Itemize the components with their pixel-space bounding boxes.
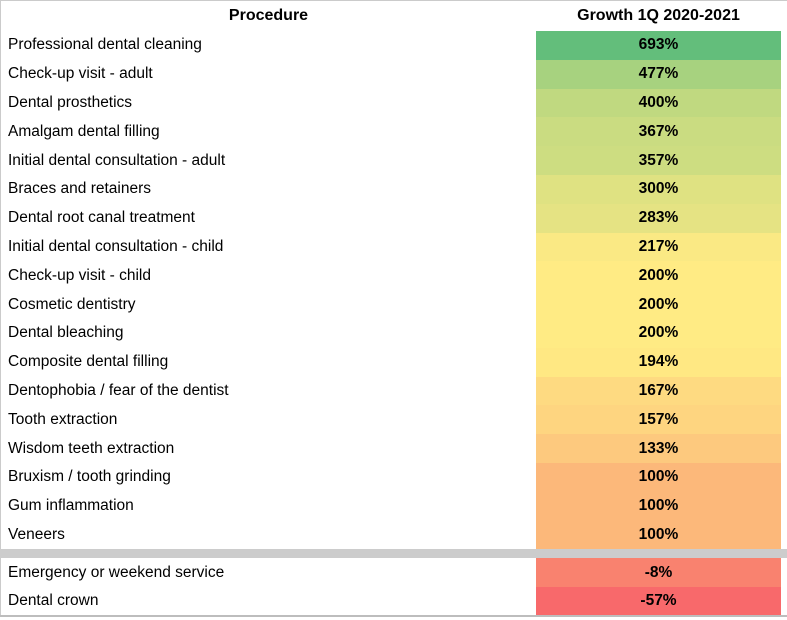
procedure-cell: Dentophobia / fear of the dentist <box>8 381 229 399</box>
bottom-border <box>0 615 787 618</box>
growth-cell: 400% <box>536 88 781 118</box>
table-row: Amalgam dental filling 367% <box>1 117 787 147</box>
table-row: Braces and retainers 300% <box>1 174 787 204</box>
procedure-cell: Amalgam dental filling <box>8 122 160 140</box>
procedure-cell: Check-up visit - adult <box>8 65 153 83</box>
procedure-cell: Cosmetic dentistry <box>8 295 136 313</box>
growth-cell: 200% <box>536 290 781 319</box>
procedure-cell: Wisdom teeth extraction <box>8 439 175 457</box>
table-row: Initial dental consultation - adult 357% <box>1 146 787 175</box>
group-separator <box>0 549 787 559</box>
growth-cell: 357% <box>536 146 781 175</box>
row-right-gap <box>781 31 787 60</box>
procedure-cell: Initial dental consultation - child <box>8 237 224 255</box>
growth-cell: 300% <box>536 174 781 204</box>
row-right-gap <box>781 405 787 434</box>
row-right-gap <box>781 60 787 89</box>
table-row: Initial dental consultation - child 217% <box>1 232 787 262</box>
row-right-gap <box>781 146 787 175</box>
table-row: Dentophobia / fear of the dentist 167% <box>1 376 787 406</box>
table-row: Bruxism / tooth grinding 100% <box>1 462 787 492</box>
table-header-row: Procedure Growth 1Q 2020-2021 <box>1 1 787 31</box>
growth-cell: 133% <box>536 434 781 463</box>
row-right-gap <box>781 348 787 377</box>
row-right-gap <box>781 521 787 550</box>
table-row: Cosmetic dentistry 200% <box>1 290 787 319</box>
growth-cell: 200% <box>536 318 781 348</box>
table-row: Composite dental filling 194% <box>1 347 787 377</box>
growth-cell: 100% <box>536 491 781 521</box>
growth-cell: 283% <box>536 203 781 233</box>
table-row: Veneers 100% <box>1 520 787 550</box>
procedure-cell: Veneers <box>8 525 65 543</box>
procedure-cell: Initial dental consultation - adult <box>8 151 226 169</box>
growth-cell: 693% <box>536 31 781 60</box>
procedure-cell: Check-up visit - child <box>8 266 151 284</box>
procedure-cell: Composite dental filling <box>8 353 169 371</box>
table-body-top: Professional dental cleaning 693% Check-up… <box>1 31 787 550</box>
row-right-gap <box>781 261 787 290</box>
table-row: Dental bleaching 200% <box>1 318 787 348</box>
procedure-cell: Tooth extraction <box>8 410 118 428</box>
table-body-bottom: Emergency or weekend service -8% Dental cr… <box>1 558 787 616</box>
row-right-gap <box>781 463 787 492</box>
row-right-gap <box>781 117 787 146</box>
growth-cell: 367% <box>536 117 781 147</box>
column-header-growth: Growth 1Q 2020-2021 <box>577 7 740 24</box>
procedure-cell: Dental crown <box>8 592 99 610</box>
procedure-cell: Braces and retainers <box>8 180 152 198</box>
row-right-gap <box>781 558 787 587</box>
growth-cell: 157% <box>536 405 781 435</box>
row-right-gap <box>781 89 787 118</box>
table-row: Emergency or weekend service -8% <box>1 558 787 587</box>
row-right-gap <box>781 587 787 616</box>
row-right-gap <box>781 492 787 521</box>
column-header-procedure: Procedure <box>228 7 309 24</box>
table-row: Check-up visit - adult 477% <box>1 59 787 89</box>
procedure-cell: Gum inflammation <box>8 497 134 515</box>
growth-cell: 477% <box>536 59 781 89</box>
row-right-gap <box>781 204 787 233</box>
header-right-gap <box>781 1 787 31</box>
row-right-gap <box>781 290 787 319</box>
procedure-cell: Dental bleaching <box>8 324 124 342</box>
procedure-cell: Dental root canal treatment <box>8 209 195 227</box>
procedure-cell: Dental prosthetics <box>8 93 133 111</box>
procedure-cell: Bruxism / tooth grinding <box>8 468 171 486</box>
table-row: Professional dental cleaning 693% <box>1 31 787 60</box>
table-row: Tooth extraction 157% <box>1 405 787 435</box>
procedure-cell: Emergency or weekend service <box>8 563 225 581</box>
growth-cell: 194% <box>536 347 781 377</box>
table-row: Dental prosthetics 400% <box>1 88 787 118</box>
row-right-gap <box>781 175 787 204</box>
table-row: Dental root canal treatment 283% <box>1 203 787 233</box>
table-row: Gum inflammation 100% <box>1 491 787 521</box>
growth-cell: -57% <box>536 586 781 616</box>
row-right-gap <box>781 434 787 463</box>
growth-cell: 167% <box>536 376 781 406</box>
growth-cell: -8% <box>536 558 781 587</box>
row-right-gap <box>781 319 787 348</box>
procedure-cell: Professional dental cleaning <box>8 36 202 54</box>
table-row: Dental crown -57% <box>1 586 787 616</box>
row-right-gap <box>781 233 787 262</box>
growth-cell: 100% <box>536 520 781 550</box>
growth-cell: 100% <box>536 462 781 492</box>
growth-cell: 200% <box>536 261 781 291</box>
table-row: Wisdom teeth extraction 133% <box>1 434 787 463</box>
growth-cell: 217% <box>536 232 781 262</box>
row-right-gap <box>781 377 787 406</box>
table-row: Check-up visit - child 200% <box>1 261 787 291</box>
